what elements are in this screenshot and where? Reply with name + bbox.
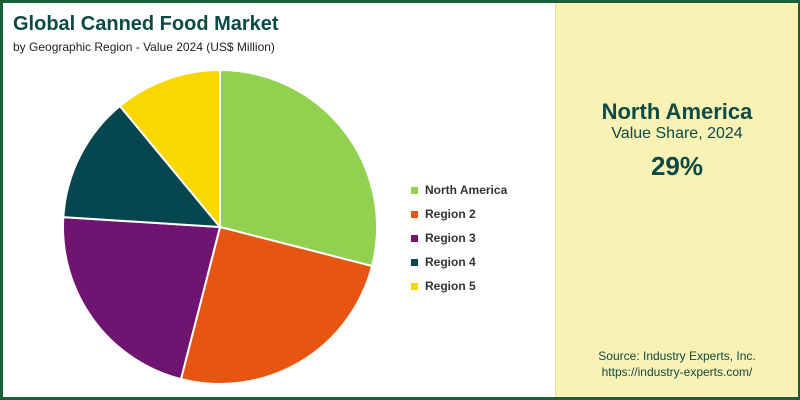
- highlight-value: 29%: [650, 151, 704, 181]
- legend-item: North America: [411, 178, 507, 202]
- chart-subtitle: by Geographic Region - Value 2024 (US$ M…: [13, 40, 275, 54]
- source-text: Source: Industry Experts, Inc.: [598, 349, 756, 363]
- legend-swatch: [411, 186, 418, 194]
- pie-slice: [62, 216, 222, 381]
- chart-title: Global Canned Food Market: [13, 13, 279, 35]
- pie-slice: [219, 68, 378, 268]
- legend-swatch: [411, 210, 418, 218]
- chart-legend: North America Region 2 Region 3 Region 4 Reg…: [411, 178, 507, 298]
- legend-label: Region 5: [425, 279, 476, 293]
- legend-label: North America: [425, 183, 508, 197]
- legend-swatch: [411, 234, 418, 242]
- highlight-panel: North America Value Share, 2024 29% Sour…: [555, 3, 798, 397]
- source-url[interactable]: https://industry-experts.com/: [601, 365, 753, 379]
- legend-item: Region 4: [411, 250, 507, 274]
- highlight-region: North America: [601, 99, 753, 124]
- legend-item: Region 3: [411, 226, 507, 250]
- legend-item: Region 5: [411, 274, 507, 298]
- pie-chart: [62, 68, 378, 385]
- legend-label: Region 3: [425, 231, 476, 245]
- legend-item: Region 2: [411, 202, 507, 226]
- pie-slice: [118, 68, 221, 230]
- legend-label: Region 2: [425, 207, 476, 221]
- pie-slice: [179, 225, 374, 385]
- legend-label: Region 4: [425, 255, 476, 269]
- chart-area: Global Canned Food Market by Geographic …: [3, 3, 555, 397]
- pie-slice: [62, 104, 223, 229]
- legend-swatch: [411, 258, 418, 266]
- legend-swatch: [411, 282, 418, 290]
- highlight-label: Value Share, 2024: [611, 125, 743, 142]
